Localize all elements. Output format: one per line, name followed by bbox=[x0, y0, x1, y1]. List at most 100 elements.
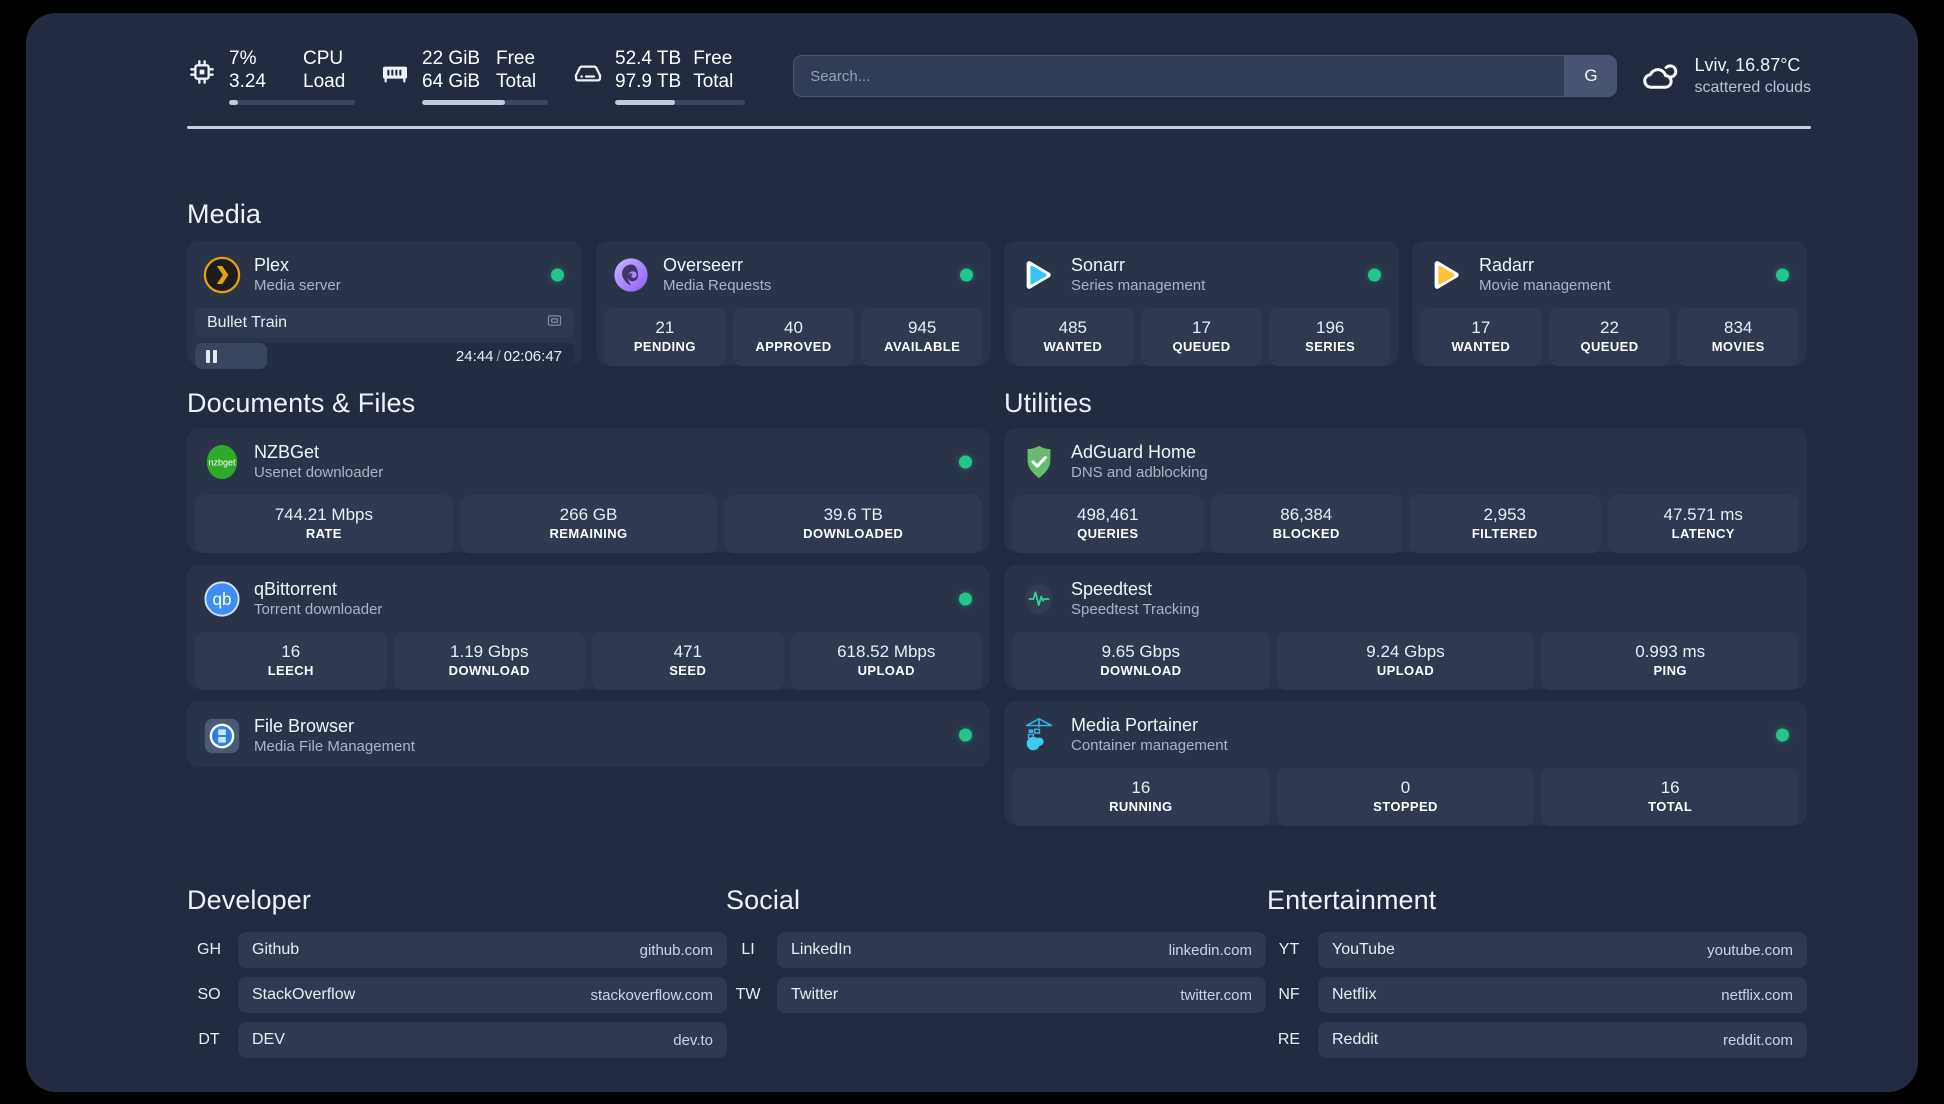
stat-value: 266 GB bbox=[559, 505, 618, 524]
stat-label: DOWNLOAD bbox=[1100, 663, 1182, 678]
bookmark-item[interactable]: YT YouTube youtube.com bbox=[1267, 932, 1807, 968]
bookmark-name: LinkedIn bbox=[791, 941, 852, 958]
bookmark-item[interactable]: GH Github github.com bbox=[187, 932, 727, 968]
stat-value: 9.24 Gbps bbox=[1366, 642, 1445, 661]
header-bar: 7% 3.24 CPU Load bbox=[186, 39, 1811, 113]
bookmark-name: Twitter bbox=[791, 986, 839, 1003]
bookmark-link[interactable]: YouTube youtube.com bbox=[1318, 932, 1807, 968]
stat-label: SEED bbox=[669, 663, 707, 678]
stat-tile: 17 WANTED bbox=[1420, 308, 1542, 366]
card-subtitle: Media File Management bbox=[254, 738, 415, 755]
search-bar[interactable]: G bbox=[793, 55, 1618, 97]
stat-value: 0.993 ms bbox=[1635, 642, 1706, 661]
search-engine-button[interactable]: G bbox=[1564, 56, 1617, 96]
bookmark-link[interactable]: Github github.com bbox=[238, 932, 727, 968]
stat-value: 485 bbox=[1058, 318, 1088, 337]
service-card-speedtest[interactable]: Speedtest Speedtest Tracking 9.65 Gbps D… bbox=[1004, 565, 1807, 690]
dashboard-page: 7% 3.24 CPU Load bbox=[26, 13, 1918, 1092]
stat-label: BLOCKED bbox=[1272, 526, 1340, 541]
status-badge-online bbox=[1776, 268, 1789, 281]
service-card-adguard-home[interactable]: AdGuard Home DNS and adblocking 498,461 … bbox=[1004, 428, 1807, 553]
bookmark-link[interactable]: StackOverflow stackoverflow.com bbox=[238, 977, 727, 1013]
card-header: AdGuard Home DNS and adblocking bbox=[1004, 428, 1807, 495]
card-header: Overseerr Media Requests bbox=[596, 241, 991, 308]
disk-free-label: Free bbox=[693, 48, 733, 69]
sonarr-icon bbox=[1020, 256, 1058, 294]
stat-tile: 17 QUEUED bbox=[1140, 308, 1263, 366]
stat-tile: 1.19 Gbps DOWNLOAD bbox=[393, 632, 585, 690]
disk-total-value: 97.9 TB bbox=[615, 71, 682, 92]
stat-label: WANTED bbox=[1451, 339, 1511, 354]
card-subtitle: Media Requests bbox=[663, 277, 772, 294]
now-playing-title-bar[interactable]: Bullet Train bbox=[195, 308, 574, 338]
nzbget-icon: nzbget bbox=[203, 443, 241, 481]
stat-value: 22 bbox=[1600, 318, 1619, 337]
qbittorrent-icon: qb bbox=[203, 580, 241, 618]
bookmark-item[interactable]: TW Twitter twitter.com bbox=[726, 977, 1266, 1013]
stat-label: FILTERED bbox=[1471, 526, 1538, 541]
bookmark-abbr: TW bbox=[735, 986, 761, 1003]
speedtest-icon bbox=[1020, 580, 1058, 618]
playback-progress-bar[interactable]: 24:44/02:06:47 bbox=[195, 343, 574, 369]
cast-icon[interactable] bbox=[546, 312, 563, 334]
bookmark-link[interactable]: Netflix netflix.com bbox=[1318, 977, 1807, 1013]
bookmark-item[interactable]: LI LinkedIn linkedin.com bbox=[726, 932, 1266, 968]
card-title: Sonarr bbox=[1071, 255, 1126, 275]
bookmark-link[interactable]: LinkedIn linkedin.com bbox=[777, 932, 1266, 968]
bookmark-name: YouTube bbox=[1332, 941, 1395, 958]
bookmark-name: Reddit bbox=[1332, 1031, 1379, 1048]
stat-value: 0 bbox=[1400, 778, 1411, 797]
search-engine-label: G bbox=[1584, 66, 1598, 85]
card-title: Plex bbox=[254, 255, 290, 275]
cpu-load-label: Load bbox=[303, 71, 346, 92]
service-card-file-browser[interactable]: File Browser Media File Management bbox=[187, 701, 990, 767]
bookmark-name: StackOverflow bbox=[252, 986, 356, 1003]
stat-value: 471 bbox=[673, 642, 702, 661]
stat-value: 16 bbox=[281, 642, 301, 661]
service-card-overseerr[interactable]: Overseerr Media Requests 21 PENDING 40 A… bbox=[596, 241, 991, 366]
card-stats: 744.21 Mbps RATE 266 GB REMAINING 39.6 T… bbox=[187, 495, 990, 562]
service-card-radarr[interactable]: Radarr Movie management 17 WANTED 22 QUE… bbox=[1412, 241, 1807, 366]
stat-value: 1.19 Gbps bbox=[450, 642, 529, 661]
stat-tile: 16 TOTAL bbox=[1541, 768, 1800, 826]
bookmark-item[interactable]: DT DEV dev.to bbox=[187, 1022, 727, 1058]
stat-value: 40 bbox=[784, 318, 803, 337]
bookmark-link[interactable]: Reddit reddit.com bbox=[1318, 1022, 1807, 1058]
bookmark-item[interactable]: RE Reddit reddit.com bbox=[1267, 1022, 1807, 1058]
bookmark-item[interactable]: SO StackOverflow stackoverflow.com bbox=[187, 977, 727, 1013]
service-card-qbittorrent[interactable]: qb qBittorrent Torrent downloader 16 LEE… bbox=[187, 565, 990, 690]
stat-value: 16 bbox=[1131, 778, 1151, 797]
memory-usage-bar bbox=[422, 100, 548, 105]
card-subtitle: DNS and adblocking bbox=[1071, 464, 1208, 481]
card-subtitle: Usenet downloader bbox=[254, 464, 384, 481]
stat-value: 86,384 bbox=[1280, 505, 1333, 524]
service-card-nzbget[interactable]: nzbget NZBGet Usenet downloader 744.21 M… bbox=[187, 428, 990, 553]
memory-total-value: 64 GiB bbox=[422, 71, 481, 92]
stat-tile: 40 APPROVED bbox=[732, 308, 855, 366]
disk-free-value: 52.4 TB bbox=[615, 48, 682, 69]
pause-icon[interactable] bbox=[206, 349, 217, 363]
bookmark-link[interactable]: Twitter twitter.com bbox=[777, 977, 1266, 1013]
bookmark-name: DEV bbox=[252, 1031, 285, 1048]
bookmark-item[interactable]: NF Netflix netflix.com bbox=[1267, 977, 1807, 1013]
service-card-plex[interactable]: Plex Media server Bullet Train 24:44 bbox=[187, 241, 582, 369]
adguard-icon bbox=[1020, 443, 1058, 481]
stat-tile: 21 PENDING bbox=[604, 308, 726, 366]
card-stats: 16 LEECH 1.19 Gbps DOWNLOAD 471 SEED 618… bbox=[187, 632, 990, 699]
stat-label: SERIES bbox=[1305, 339, 1356, 354]
card-subtitle: Movie management bbox=[1479, 277, 1611, 294]
playback-duration: 02:06:47 bbox=[503, 347, 562, 365]
disk-total-label: Total bbox=[693, 71, 734, 92]
plex-icon bbox=[203, 256, 241, 294]
service-card-sonarr[interactable]: Sonarr Series management 485 WANTED 17 Q… bbox=[1004, 241, 1399, 366]
stat-tile: 9.65 Gbps DOWNLOAD bbox=[1012, 632, 1270, 690]
service-card-media-portainer[interactable]: Media Portainer Container management 16 … bbox=[1004, 701, 1807, 826]
stat-label: QUEUED bbox=[1172, 339, 1231, 354]
card-title: Speedtest bbox=[1071, 579, 1153, 599]
bookmark-link[interactable]: DEV dev.to bbox=[238, 1022, 727, 1058]
stat-label: WANTED bbox=[1043, 339, 1103, 354]
stat-tile: 744.21 Mbps RATE bbox=[195, 495, 453, 553]
weather-location-temp: Lviv, 16.87°C bbox=[1694, 55, 1801, 75]
stat-value: 196 bbox=[1315, 318, 1345, 337]
search-input[interactable] bbox=[794, 56, 1565, 96]
